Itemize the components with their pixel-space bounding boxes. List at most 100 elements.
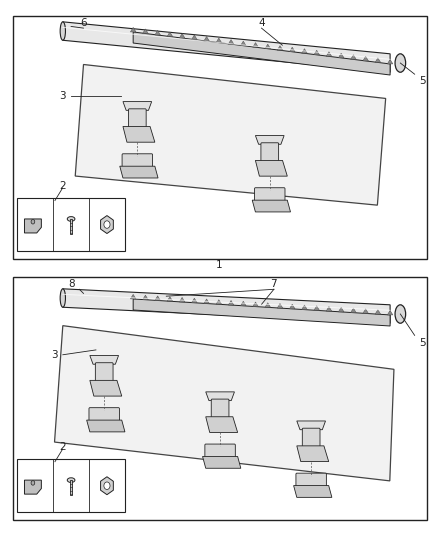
- FancyBboxPatch shape: [261, 143, 279, 161]
- Polygon shape: [255, 160, 287, 176]
- Polygon shape: [265, 44, 271, 49]
- Text: 4: 4: [258, 18, 265, 28]
- FancyBboxPatch shape: [296, 473, 326, 488]
- Polygon shape: [253, 302, 258, 306]
- Polygon shape: [123, 126, 155, 142]
- Polygon shape: [206, 417, 238, 432]
- Text: 7: 7: [271, 279, 277, 289]
- FancyBboxPatch shape: [95, 363, 113, 382]
- Text: 5: 5: [420, 337, 426, 348]
- Ellipse shape: [395, 305, 406, 323]
- Text: 6: 6: [80, 18, 87, 28]
- Text: 1: 1: [215, 260, 223, 270]
- Polygon shape: [265, 303, 271, 308]
- Polygon shape: [255, 135, 284, 144]
- Polygon shape: [206, 392, 234, 401]
- Polygon shape: [54, 326, 394, 481]
- Polygon shape: [120, 166, 158, 178]
- Polygon shape: [326, 52, 332, 56]
- Polygon shape: [363, 56, 368, 61]
- Circle shape: [31, 220, 35, 224]
- Bar: [13, 16, 427, 259]
- Polygon shape: [131, 294, 136, 299]
- Polygon shape: [167, 297, 173, 301]
- Polygon shape: [25, 219, 41, 233]
- Polygon shape: [25, 480, 41, 494]
- Bar: [13, 277, 427, 520]
- Polygon shape: [90, 356, 119, 364]
- FancyBboxPatch shape: [205, 444, 235, 458]
- Polygon shape: [277, 46, 283, 50]
- Ellipse shape: [60, 22, 65, 41]
- Polygon shape: [204, 36, 209, 41]
- Polygon shape: [297, 446, 328, 462]
- Bar: [70, 480, 72, 495]
- Text: 3: 3: [60, 91, 66, 101]
- Polygon shape: [326, 306, 332, 311]
- FancyBboxPatch shape: [128, 109, 146, 127]
- Polygon shape: [314, 306, 319, 310]
- Circle shape: [104, 221, 110, 228]
- Polygon shape: [179, 34, 185, 38]
- Polygon shape: [191, 35, 197, 39]
- Polygon shape: [143, 29, 148, 34]
- Polygon shape: [216, 38, 222, 43]
- Polygon shape: [63, 22, 390, 72]
- Polygon shape: [202, 456, 241, 469]
- Text: 3: 3: [51, 350, 58, 360]
- Polygon shape: [375, 58, 381, 62]
- Polygon shape: [101, 215, 113, 233]
- Text: 5: 5: [420, 76, 426, 86]
- Polygon shape: [143, 295, 148, 300]
- Polygon shape: [191, 298, 197, 303]
- Circle shape: [31, 481, 35, 485]
- Polygon shape: [75, 64, 385, 205]
- Polygon shape: [297, 421, 325, 430]
- Polygon shape: [133, 32, 390, 75]
- Polygon shape: [375, 310, 381, 314]
- Polygon shape: [363, 309, 368, 313]
- Polygon shape: [228, 39, 234, 44]
- Ellipse shape: [395, 54, 406, 72]
- Bar: [17, 459, 125, 512]
- Polygon shape: [155, 30, 160, 35]
- Polygon shape: [155, 296, 160, 301]
- Polygon shape: [123, 102, 152, 110]
- Polygon shape: [179, 297, 185, 302]
- Polygon shape: [90, 381, 122, 396]
- Polygon shape: [314, 50, 319, 55]
- Ellipse shape: [67, 478, 75, 482]
- Bar: [17, 198, 125, 251]
- Polygon shape: [339, 53, 344, 58]
- Polygon shape: [167, 32, 173, 37]
- Polygon shape: [277, 303, 283, 308]
- FancyBboxPatch shape: [254, 188, 285, 202]
- Polygon shape: [290, 47, 295, 52]
- Polygon shape: [387, 59, 393, 64]
- Polygon shape: [302, 305, 307, 310]
- Polygon shape: [216, 300, 222, 304]
- Polygon shape: [133, 299, 390, 326]
- Text: 8: 8: [68, 279, 74, 289]
- FancyBboxPatch shape: [89, 408, 120, 422]
- Text: 2: 2: [59, 442, 66, 452]
- Polygon shape: [387, 310, 393, 315]
- Polygon shape: [240, 301, 246, 306]
- Ellipse shape: [67, 216, 75, 221]
- Polygon shape: [350, 55, 356, 59]
- Ellipse shape: [60, 289, 65, 307]
- Polygon shape: [302, 49, 307, 53]
- Circle shape: [104, 482, 110, 489]
- Polygon shape: [252, 200, 290, 212]
- FancyBboxPatch shape: [211, 399, 229, 418]
- FancyBboxPatch shape: [122, 154, 152, 168]
- Bar: [70, 219, 72, 234]
- Polygon shape: [293, 486, 332, 497]
- Polygon shape: [350, 308, 356, 313]
- Polygon shape: [240, 41, 246, 46]
- Polygon shape: [131, 27, 136, 32]
- Polygon shape: [290, 304, 295, 309]
- Polygon shape: [253, 43, 258, 47]
- Polygon shape: [101, 477, 113, 495]
- FancyBboxPatch shape: [302, 428, 320, 447]
